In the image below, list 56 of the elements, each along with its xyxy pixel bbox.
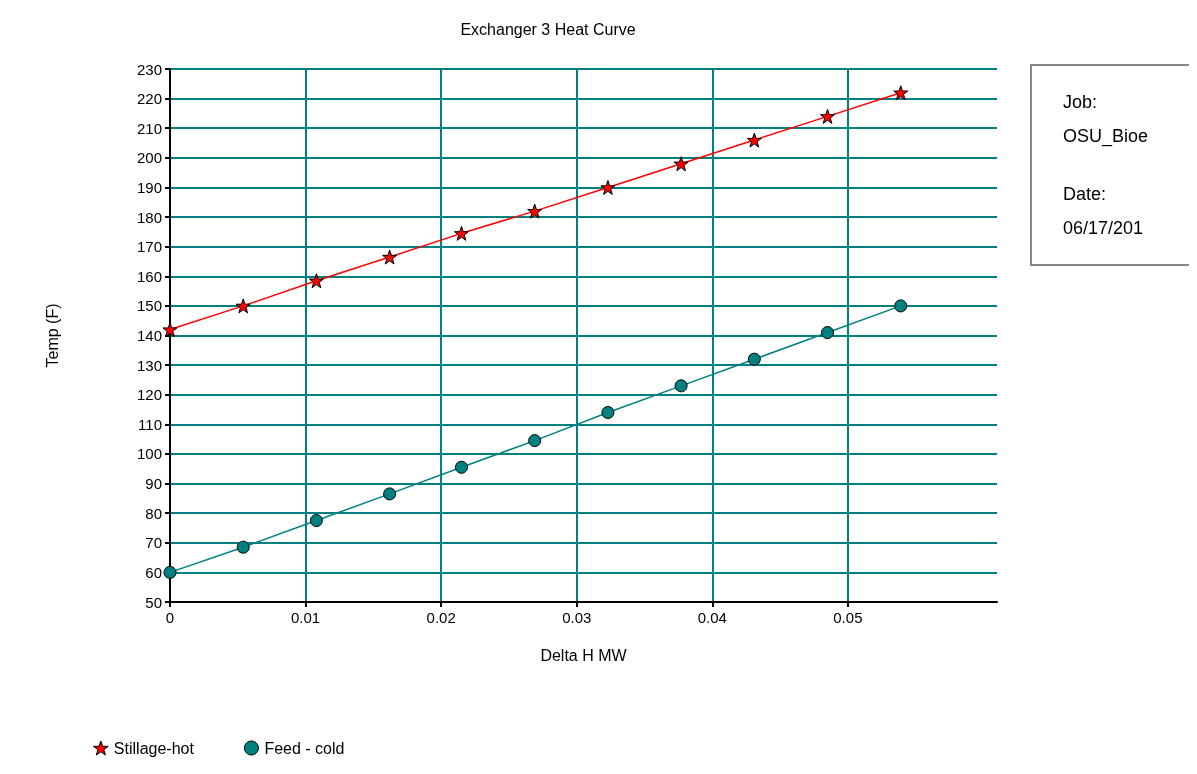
y-tick-label: 200 bbox=[136, 149, 162, 167]
point bbox=[821, 326, 835, 340]
y-axis-title: Temp (F) bbox=[43, 303, 61, 368]
y-tick-label: 100 bbox=[136, 445, 162, 463]
point bbox=[746, 132, 762, 148]
x-tick-label: 0 bbox=[165, 609, 175, 626]
x-tick-label: 0.03 bbox=[562, 609, 592, 626]
point bbox=[383, 487, 397, 501]
y-tick-label: 130 bbox=[136, 356, 162, 374]
chart-title: Exchanger 3 Heat Curve bbox=[460, 20, 636, 38]
point bbox=[674, 379, 688, 393]
point bbox=[527, 203, 543, 219]
y-tick-label: 140 bbox=[136, 327, 162, 344]
point bbox=[309, 514, 323, 528]
x-tick-label: 0.01 bbox=[290, 609, 321, 626]
legend-label: Feed - cold bbox=[264, 739, 345, 757]
point bbox=[235, 298, 251, 314]
y-tick-label: 180 bbox=[136, 208, 162, 226]
y-tick-label: 170 bbox=[136, 238, 162, 256]
y-tick-label: 160 bbox=[136, 267, 162, 285]
y-tick-label: 90 bbox=[145, 475, 162, 493]
y-tick-label: 70 bbox=[145, 534, 162, 552]
y-tick-label: 220 bbox=[136, 90, 162, 108]
y-tick-label: 60 bbox=[145, 563, 162, 581]
legend-label: Stillage-hot bbox=[113, 739, 195, 757]
x-axis-title: Delta H MW bbox=[540, 646, 628, 664]
point bbox=[894, 299, 908, 313]
text: 06/17/201 bbox=[1063, 218, 1144, 238]
text: OSU_Bioe bbox=[1063, 126, 1149, 147]
y-tick-label: 50 bbox=[145, 593, 162, 611]
x-tick-label: 0.02 bbox=[426, 609, 456, 626]
point bbox=[600, 179, 616, 195]
point bbox=[673, 156, 689, 172]
point bbox=[747, 352, 761, 366]
point bbox=[893, 85, 909, 101]
text: Job: bbox=[1063, 92, 1098, 112]
point bbox=[453, 225, 469, 241]
text: Date: bbox=[1063, 184, 1107, 204]
point bbox=[163, 565, 177, 579]
point bbox=[601, 405, 615, 419]
point bbox=[162, 322, 178, 338]
x-tick-label: 0.05 bbox=[833, 609, 863, 626]
y-tick-label: 110 bbox=[138, 415, 162, 433]
point bbox=[382, 249, 398, 265]
y-tick-label: 190 bbox=[136, 178, 162, 196]
point bbox=[455, 460, 468, 474]
point bbox=[820, 108, 836, 124]
point bbox=[528, 434, 542, 448]
point bbox=[236, 540, 250, 554]
y-tick-label: 120 bbox=[136, 386, 162, 404]
x-tick-label: 0.04 bbox=[697, 609, 727, 626]
point bbox=[308, 273, 324, 289]
y-tick-label: 230 bbox=[136, 60, 162, 78]
y-tick-label: 210 bbox=[136, 119, 162, 137]
y-tick-label: 150 bbox=[136, 297, 162, 315]
y-tick-label: 80 bbox=[145, 504, 162, 522]
